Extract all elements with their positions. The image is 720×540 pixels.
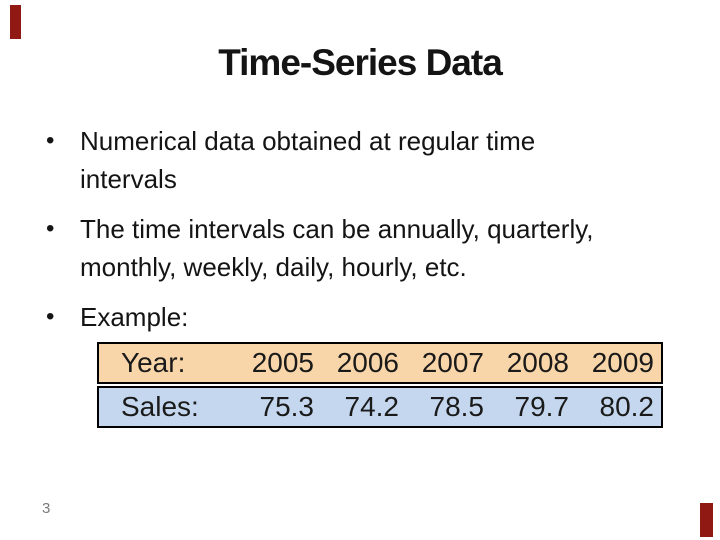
bullet-text-2: The time intervals can be annually, quar…	[80, 214, 594, 282]
table-cell-sales-4: 79.7	[514, 391, 570, 422]
slide-title: Time-Series Data	[218, 42, 503, 83]
table-cell-sales-1: 75.3	[259, 391, 315, 422]
page-number: 3	[42, 500, 51, 517]
bullet-item-3: • Example:	[44, 298, 694, 336]
table-cell-sales-5: 80.2	[599, 391, 655, 422]
table-row-sales: Sales: 75.3 74.2 78.5 79.7 80.2	[97, 386, 663, 428]
bullet-text-3: Example:	[80, 302, 189, 332]
bullet-icon: •	[46, 303, 55, 330]
corner-accent-bottom-right	[700, 503, 713, 537]
bullet-item-2: • The time intervals can be annually, qu…	[44, 210, 694, 286]
bullet-icon: •	[46, 127, 55, 154]
example-table: Year: 2005 2006 2007 2008 2009 Sales: 75…	[97, 342, 663, 428]
bullet-text-1: Numerical data obtained at regular time …	[80, 126, 536, 194]
table-cell-year-2005: 2005	[251, 347, 314, 378]
table-row-year: Year: 2005 2006 2007 2008 2009	[97, 342, 663, 384]
table-cell-year-2006: 2006	[336, 347, 399, 378]
table-cell-year-2007: 2007	[421, 347, 484, 378]
table-cell-sales-3: 78.5	[429, 391, 485, 422]
table-cell-year-label: Year:	[121, 347, 186, 378]
corner-accent-top-left	[10, 5, 21, 39]
bullet-list: • Numerical data obtained at regular tim…	[44, 122, 694, 348]
table-cell-year-2008: 2008	[506, 347, 569, 378]
table-cell-year-2009: 2009	[591, 347, 654, 378]
table-cell-sales-2: 74.2	[344, 391, 400, 422]
bullet-icon: •	[46, 215, 55, 242]
bullet-item-1: • Numerical data obtained at regular tim…	[44, 122, 694, 198]
table-cell-sales-label: Sales:	[121, 391, 199, 422]
